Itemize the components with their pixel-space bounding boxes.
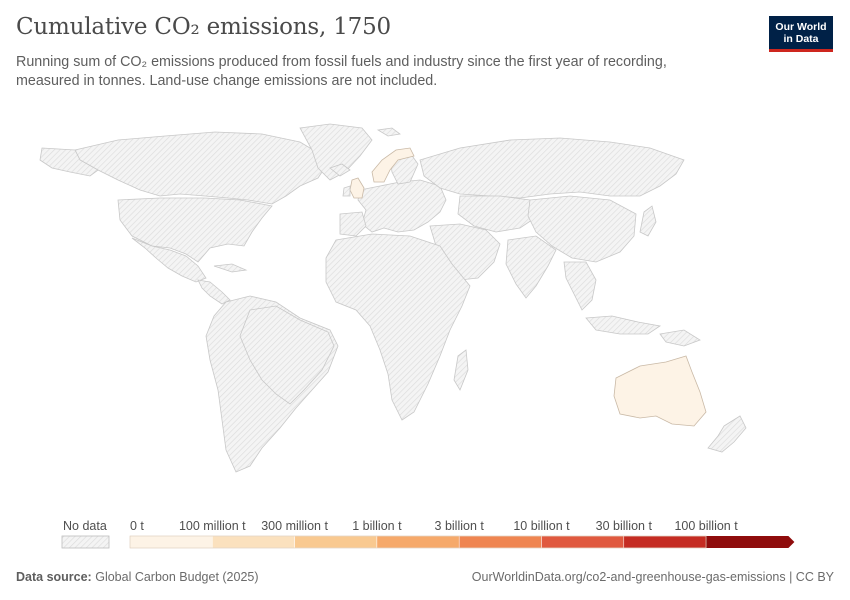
legend-no-data-label: No data [63, 519, 107, 533]
data-source-value[interactable]: Global Carbon Budget (2025) [95, 570, 259, 584]
legend-tick-label: 100 billion t [674, 519, 738, 533]
legend-tick-label: 10 billion t [513, 519, 570, 533]
country-iceland[interactable] [329, 163, 351, 177]
legend-tick-label: 1 billion t [352, 519, 402, 533]
legend-bin-3[interactable] [376, 535, 460, 549]
country-mexico[interactable] [131, 237, 207, 283]
legend-tick-label: 3 billion t [435, 519, 485, 533]
country-russia[interactable] [419, 137, 685, 199]
logo-line-1: Our World [775, 21, 827, 33]
legend-bin-5[interactable] [541, 535, 625, 549]
country-central-america[interactable] [197, 279, 231, 305]
legend-tick-label: 0 t [130, 519, 144, 533]
country-indonesia[interactable] [585, 315, 662, 335]
country-madagascar[interactable] [453, 349, 469, 391]
legend-frame [129, 535, 707, 549]
country-ireland[interactable] [342, 185, 351, 197]
country-norway[interactable] [371, 147, 415, 183]
legend-bin-1[interactable] [212, 535, 295, 549]
country-europe-mainland[interactable] [357, 179, 447, 233]
legend-bin-0[interactable] [129, 535, 213, 549]
country-greenland[interactable] [299, 123, 373, 181]
legend-bin-4[interactable] [458, 535, 542, 549]
country-india[interactable] [505, 235, 557, 299]
country-iberia[interactable] [339, 211, 367, 237]
country-united-kingdom[interactable] [349, 177, 365, 199]
legend-bin-7[interactable] [706, 536, 795, 548]
country-central-asia[interactable] [457, 195, 539, 233]
legend-bin-2[interactable] [294, 535, 378, 549]
country-australia[interactable] [613, 355, 707, 427]
country-new-guinea[interactable] [659, 329, 701, 347]
legend-tick-label: 100 million t [179, 519, 246, 533]
owid-logo[interactable]: Our World in Data [769, 16, 833, 52]
country-cuba[interactable] [213, 263, 248, 273]
legend-bin-6[interactable] [623, 535, 707, 549]
country-united-states[interactable] [117, 197, 273, 263]
country-brazil[interactable] [239, 305, 335, 405]
chart-title: Cumulative CO₂ emissions, 1750 [16, 14, 391, 40]
chart-subtitle: Running sum of CO₂ emissions produced fr… [16, 54, 667, 89]
footer-url[interactable]: OurWorldinData.org/co2-and-greenhouse-ga… [471, 570, 834, 584]
legend-tick-label: 30 billion t [596, 519, 653, 533]
country-japan[interactable] [639, 205, 657, 237]
data-source-label: Data source: [16, 570, 92, 584]
country-new-zealand[interactable] [707, 415, 747, 453]
legend-color-bins [129, 535, 795, 549]
country-svalbard[interactable] [376, 127, 401, 137]
country-canada[interactable] [74, 131, 331, 205]
legend-tick-label: 300 million t [261, 519, 328, 533]
logo-line-2: in Data [783, 33, 819, 45]
map-legend: No data 0 t 100 million t 300 million t 1 b… [61, 519, 795, 549]
country-usa-alaska[interactable] [39, 147, 99, 177]
country-africa[interactable] [325, 233, 471, 421]
data-source: Data source: Global Carbon Budget (2025) [16, 570, 259, 584]
legend-tick-labels: 0 t 100 million t 300 million t 1 billion t… [130, 519, 738, 533]
country-china[interactable] [527, 195, 637, 263]
country-southeast-asia[interactable] [563, 261, 597, 311]
legend-no-data-swatch[interactable] [61, 535, 110, 549]
